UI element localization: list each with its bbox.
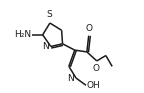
Text: O: O	[85, 24, 92, 33]
Text: N: N	[68, 74, 74, 83]
Text: O: O	[92, 64, 99, 73]
Text: N: N	[42, 42, 49, 51]
Text: H₂N: H₂N	[14, 30, 31, 39]
Text: S: S	[47, 10, 52, 19]
Text: OH: OH	[86, 81, 100, 90]
